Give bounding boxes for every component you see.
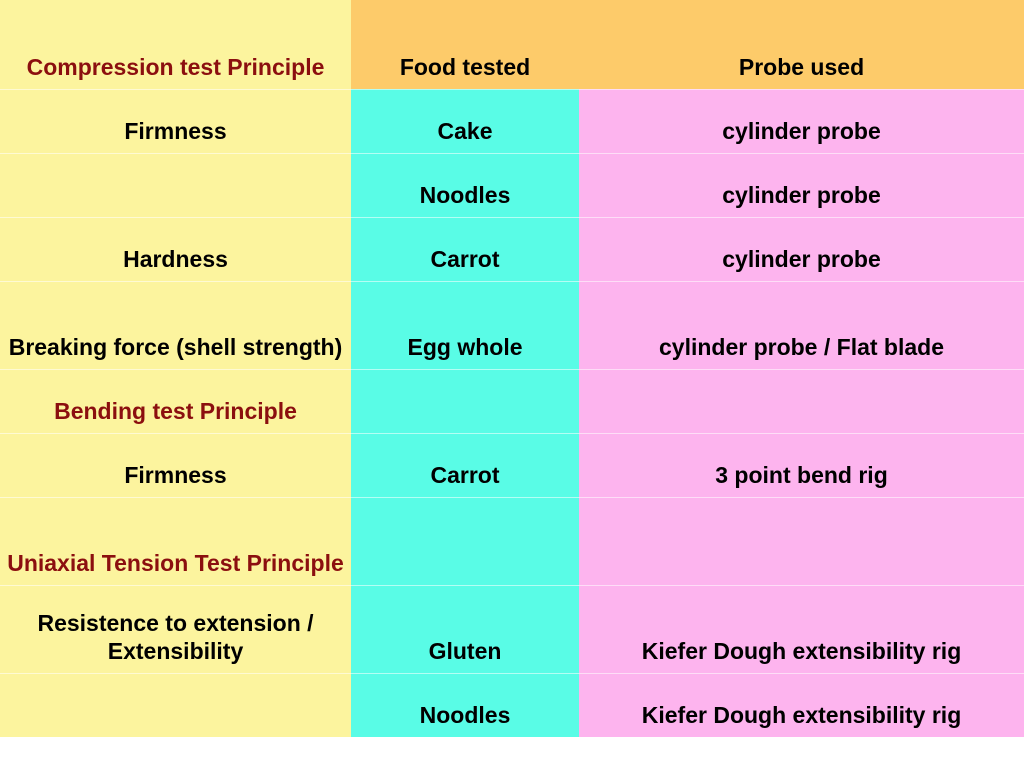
- column-header-food: Food tested: [351, 0, 579, 89]
- table-row: Firmness Cake cylinder probe: [0, 89, 1024, 153]
- table-header-row: Compression test Principle Food tested P…: [0, 0, 1024, 89]
- principle-cell: Resistence to extension / Extensibility: [0, 585, 351, 673]
- probe-cell: Kiefer Dough extensibility rig: [579, 673, 1024, 737]
- principle-cell: Hardness: [0, 217, 351, 281]
- principle-cell: Breaking force (shell strength): [0, 281, 351, 369]
- probe-cell: [579, 369, 1024, 433]
- probe-cell: cylinder probe: [579, 89, 1024, 153]
- table-row: Noodles cylinder probe: [0, 153, 1024, 217]
- column-header-probe: Probe used: [579, 0, 1024, 89]
- table-row: Hardness Carrot cylinder probe: [0, 217, 1024, 281]
- table-row: Breaking force (shell strength) Egg whol…: [0, 281, 1024, 369]
- probe-cell: 3 point bend rig: [579, 433, 1024, 497]
- table-row: Noodles Kiefer Dough extensibility rig: [0, 673, 1024, 737]
- food-cell: Noodles: [351, 673, 579, 737]
- section-heading-bending: Bending test Principle: [0, 369, 351, 433]
- principle-cell: [0, 673, 351, 737]
- probe-cell: Kiefer Dough extensibility rig: [579, 585, 1024, 673]
- probe-cell: cylinder probe: [579, 217, 1024, 281]
- table-row: Resistence to extension / Extensibility …: [0, 585, 1024, 673]
- food-cell: [351, 369, 579, 433]
- table-row: Uniaxial Tension Test Principle: [0, 497, 1024, 585]
- food-cell: Noodles: [351, 153, 579, 217]
- texture-test-table: Compression test Principle Food tested P…: [0, 0, 1024, 737]
- food-cell: Carrot: [351, 433, 579, 497]
- table-row: Bending test Principle: [0, 369, 1024, 433]
- section-heading-compression: Compression test Principle: [0, 0, 351, 89]
- food-cell: Egg whole: [351, 281, 579, 369]
- principle-cell: [0, 153, 351, 217]
- probe-cell: [579, 497, 1024, 585]
- table-row: Firmness Carrot 3 point bend rig: [0, 433, 1024, 497]
- food-cell: Carrot: [351, 217, 579, 281]
- section-heading-uniaxial-tension: Uniaxial Tension Test Principle: [0, 497, 351, 585]
- probe-cell: cylinder probe: [579, 153, 1024, 217]
- food-cell: Gluten: [351, 585, 579, 673]
- food-cell: Cake: [351, 89, 579, 153]
- principle-cell: Firmness: [0, 433, 351, 497]
- principle-cell: Firmness: [0, 89, 351, 153]
- probe-cell: cylinder probe / Flat blade: [579, 281, 1024, 369]
- food-cell: [351, 497, 579, 585]
